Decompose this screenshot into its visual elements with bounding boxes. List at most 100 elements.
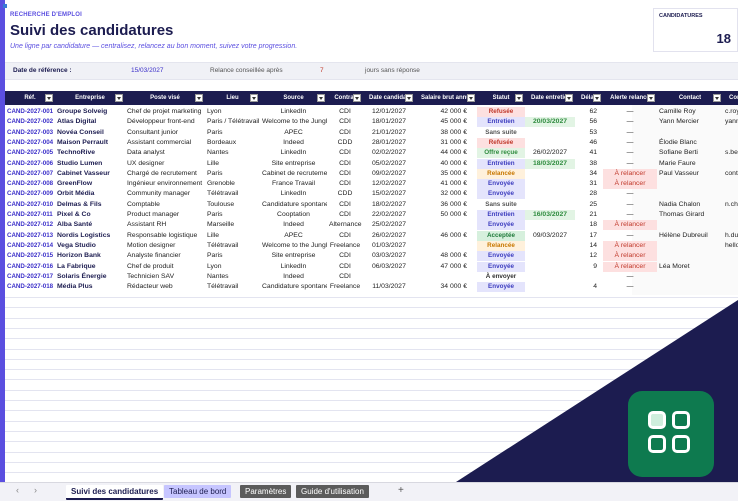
cell-location[interactable]: Paris bbox=[207, 169, 223, 177]
cell-contact-email[interactable]: contact@ bbox=[725, 169, 738, 177]
cell-salary[interactable]: 41 000 € bbox=[440, 180, 467, 188]
cell-follow-up-alert[interactable]: — bbox=[626, 108, 634, 115]
chevron-right-icon[interactable]: › bbox=[34, 485, 37, 495]
cell-contact[interactable]: Thomas Girard bbox=[659, 211, 705, 218]
cell-source[interactable]: Cabinet de recrutement bbox=[262, 169, 327, 177]
cell-delay[interactable]: 9 bbox=[593, 262, 597, 270]
cell-reference[interactable]: CAND-2027-018 bbox=[7, 283, 54, 291]
cell-source[interactable]: Cooptation bbox=[277, 211, 310, 218]
cell-contact[interactable] bbox=[657, 128, 723, 138]
table-row[interactable]: CAND-2027-015 Horizon Bank Analyste financ… bbox=[5, 251, 738, 262]
cell-position[interactable]: Analyste financier bbox=[127, 252, 181, 260]
cell-contact-email[interactable] bbox=[723, 262, 738, 272]
filter-dropdown-icon[interactable] bbox=[115, 94, 123, 102]
cell-contact[interactable] bbox=[657, 220, 723, 230]
tab-guide-utilisation[interactable]: Guide d'utilisation bbox=[296, 485, 369, 498]
tab-parametres[interactable]: Paramètres bbox=[240, 485, 292, 498]
cell-contact-email[interactable]: c.roy@ bbox=[725, 108, 738, 115]
cell-position[interactable]: Assistant RH bbox=[127, 221, 167, 229]
status-badge[interactable]: Envoyée bbox=[477, 282, 525, 293]
status-badge[interactable]: Relancée bbox=[477, 168, 525, 179]
column-header[interactable]: Contact e-mail bbox=[723, 91, 738, 105]
cell-contact-email[interactable]: h.dubreuil@ bbox=[725, 231, 738, 239]
cell-interview-date[interactable] bbox=[525, 282, 575, 292]
cell-reference[interactable]: CAND-2027-012 bbox=[7, 221, 54, 229]
cell-application-date[interactable]: 28/01/2027 bbox=[371, 138, 407, 146]
cell-contract[interactable]: Alternance bbox=[329, 221, 362, 229]
cell-follow-up-alert[interactable]: — bbox=[626, 159, 634, 167]
cell-contact-email[interactable] bbox=[723, 179, 738, 189]
cell-reference[interactable]: CAND-2027-013 bbox=[7, 231, 54, 239]
filter-dropdown-icon[interactable] bbox=[353, 94, 361, 102]
cell-contract[interactable]: Freelance bbox=[329, 283, 361, 291]
cell-location[interactable]: Lille bbox=[207, 159, 220, 167]
cell-source[interactable]: LinkedIn bbox=[280, 262, 307, 270]
status-badge[interactable]: Offre reçue bbox=[477, 148, 525, 159]
cell-salary[interactable]: 45 000 € bbox=[440, 118, 467, 126]
cell-company[interactable]: La Fabrique bbox=[57, 262, 96, 270]
cell-contact[interactable]: Paul Vasseur bbox=[659, 169, 699, 177]
table-row[interactable]: CAND-2027-017 Solaris Énergie Technicien S… bbox=[5, 271, 738, 282]
column-header[interactable]: Date entretien bbox=[525, 91, 575, 105]
cell-source[interactable]: Welcome to the Jungle bbox=[262, 241, 327, 249]
cell-contract[interactable]: CDI bbox=[339, 262, 351, 270]
cell-salary[interactable] bbox=[415, 272, 477, 282]
cell-position[interactable]: Chef de projet marketing bbox=[127, 108, 202, 115]
cell-contract[interactable]: CDI bbox=[339, 108, 351, 115]
cell-reference[interactable]: CAND-2027-014 bbox=[7, 241, 54, 249]
cell-contract[interactable]: CDD bbox=[337, 190, 353, 198]
cell-location[interactable]: Nantes bbox=[207, 149, 229, 157]
cell-reference[interactable]: CAND-2027-005 bbox=[7, 149, 54, 157]
cell-location[interactable]: Paris / Télétravail bbox=[207, 118, 260, 126]
plus-icon[interactable]: + bbox=[398, 485, 404, 496]
cell-contract[interactable]: CDI bbox=[339, 180, 351, 188]
cell-contact-email[interactable] bbox=[723, 159, 738, 169]
cell-company[interactable]: Maison Perrault bbox=[57, 138, 108, 146]
status-badge[interactable]: À envoyer bbox=[477, 271, 525, 282]
cell-position[interactable]: Développeur front-end bbox=[127, 118, 195, 126]
cell-contact[interactable] bbox=[657, 241, 723, 251]
chevron-left-icon[interactable]: ‹ bbox=[16, 485, 19, 495]
cell-application-date[interactable]: 09/02/2027 bbox=[371, 169, 407, 177]
table-row[interactable]: CAND-2027-001 Groupe Solveig Chef de proje… bbox=[5, 107, 738, 117]
cell-contact-email[interactable] bbox=[723, 138, 738, 148]
tab-suivi-candidatures[interactable]: Suivi des candidatures bbox=[66, 485, 164, 500]
column-header[interactable]: Délai (j) bbox=[575, 91, 603, 105]
cell-position[interactable]: Data analyst bbox=[127, 149, 165, 157]
cell-salary[interactable]: 34 000 € bbox=[440, 283, 467, 291]
cell-location[interactable]: Paris bbox=[207, 128, 223, 136]
status-badge[interactable]: Refusée bbox=[477, 137, 525, 148]
status-badge[interactable]: Entretien bbox=[477, 210, 525, 220]
cell-interview-date[interactable]: 18/03/2027 bbox=[525, 158, 575, 169]
cell-source[interactable]: LinkedIn bbox=[280, 190, 307, 198]
cell-interview-date[interactable] bbox=[525, 272, 575, 282]
cell-source[interactable]: Site entreprise bbox=[271, 159, 316, 167]
cell-position[interactable]: Technicien SAV bbox=[127, 272, 175, 280]
cell-follow-up-alert[interactable]: — bbox=[626, 138, 634, 146]
cell-contract[interactable]: CDD bbox=[337, 138, 353, 146]
cell-source[interactable]: LinkedIn bbox=[280, 108, 307, 115]
cell-contract[interactable]: CDI bbox=[339, 272, 351, 280]
cell-reference[interactable]: CAND-2027-004 bbox=[7, 138, 54, 146]
cell-contract[interactable]: Freelance bbox=[329, 241, 361, 249]
cell-salary[interactable] bbox=[415, 241, 477, 251]
cell-location[interactable]: Bordeaux bbox=[207, 138, 237, 146]
cell-salary[interactable]: 48 000 € bbox=[440, 252, 467, 260]
cell-contact[interactable]: Yann Mercier bbox=[659, 118, 699, 126]
reference-date-input[interactable]: 15/03/2027 bbox=[131, 67, 164, 74]
column-header[interactable]: Poste visé bbox=[125, 91, 205, 105]
filter-dropdown-icon[interactable] bbox=[250, 94, 258, 102]
cell-company[interactable]: Nordis Logistics bbox=[57, 231, 111, 239]
cell-delay[interactable]: 62 bbox=[589, 108, 597, 115]
cell-application-date[interactable]: 26/02/2027 bbox=[371, 231, 407, 239]
cell-application-date[interactable]: 12/01/2027 bbox=[371, 108, 407, 115]
cell-location[interactable]: Marseille bbox=[207, 221, 235, 229]
cell-source[interactable]: APEC bbox=[284, 128, 303, 136]
table-row[interactable]: CAND-2027-014 Vega Studio Motion designer T… bbox=[5, 240, 738, 251]
cell-contact-email[interactable]: hello@ bbox=[725, 241, 738, 249]
cell-delay[interactable]: 38 bbox=[589, 159, 597, 167]
filter-dropdown-icon[interactable] bbox=[593, 94, 601, 102]
cell-contract[interactable]: CDI bbox=[339, 169, 351, 177]
filter-dropdown-icon[interactable] bbox=[467, 94, 475, 102]
status-badge[interactable]: Sans suite bbox=[477, 199, 525, 210]
